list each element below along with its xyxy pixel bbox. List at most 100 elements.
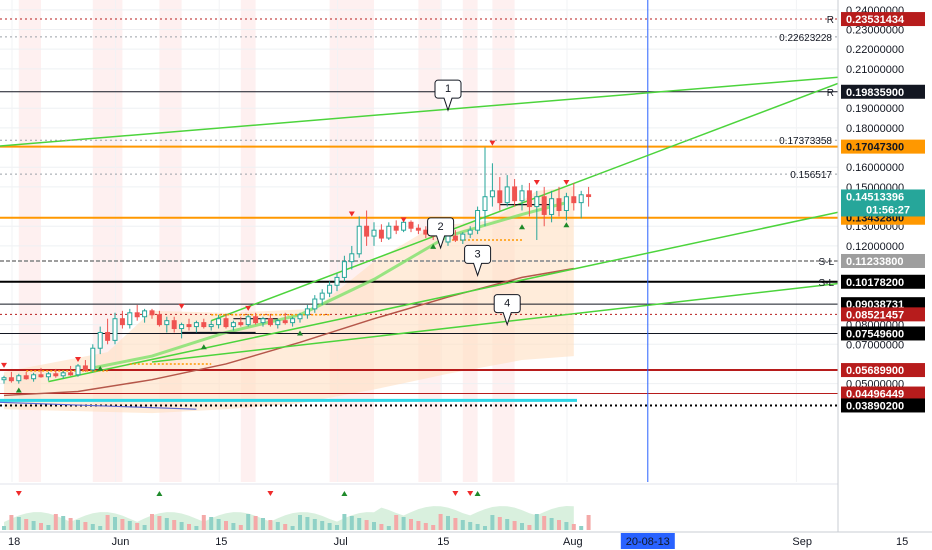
candle-body bbox=[75, 365, 81, 376]
candle-body bbox=[541, 196, 547, 215]
trend-line bbox=[48, 199, 893, 383]
volume-bar bbox=[564, 522, 569, 530]
x-tick-label: Jul bbox=[334, 536, 348, 548]
cursor-date-label: 20-08-13 bbox=[626, 536, 670, 548]
candle-body bbox=[526, 190, 532, 208]
volume-bar bbox=[53, 514, 58, 530]
price-tag bbox=[841, 189, 925, 204]
volume-bar bbox=[83, 522, 88, 530]
volume-buy-marker bbox=[156, 491, 163, 496]
candle-body bbox=[112, 318, 118, 341]
volume-bar bbox=[512, 521, 517, 530]
price-tag-label: 0.23531434 bbox=[846, 14, 905, 26]
volume-bar bbox=[431, 525, 436, 530]
volume-bar bbox=[335, 525, 339, 530]
candle-body bbox=[186, 324, 192, 328]
x-tick-label: 15 bbox=[896, 536, 908, 548]
candle-body bbox=[171, 320, 177, 330]
price-tag-label: 0.08521457 bbox=[846, 309, 904, 321]
callout-label-4: 4 bbox=[493, 294, 521, 327]
volume-bar bbox=[320, 521, 325, 530]
volume-bar bbox=[61, 516, 66, 530]
volume-sell-marker bbox=[452, 491, 459, 496]
price-tag-label: 0.10178200 bbox=[846, 277, 904, 289]
volume-bar bbox=[127, 521, 132, 530]
y-tick-label: 0.23000000 bbox=[846, 25, 904, 37]
price-tag bbox=[841, 398, 925, 413]
candle-body bbox=[238, 322, 244, 326]
volume-bar bbox=[468, 522, 473, 530]
volume-bar bbox=[527, 525, 532, 530]
volume-bar bbox=[438, 514, 443, 530]
candle-body bbox=[364, 225, 370, 237]
callout-label-2: 2 bbox=[427, 217, 455, 250]
candle-body bbox=[371, 229, 377, 237]
price-tag bbox=[841, 274, 925, 289]
candle-body bbox=[90, 347, 96, 371]
candle-body bbox=[475, 210, 481, 231]
volume-bar bbox=[135, 523, 140, 530]
candle-body bbox=[53, 373, 59, 377]
volume-bar bbox=[76, 520, 80, 530]
callout-text: 1 bbox=[445, 83, 451, 95]
level-annotation-text: 0.17373358 bbox=[779, 136, 832, 147]
volume-bar bbox=[483, 526, 487, 530]
candle-body bbox=[393, 225, 399, 231]
sell-signal-marker bbox=[400, 217, 407, 223]
volume-bar bbox=[542, 516, 547, 530]
candle-body bbox=[312, 298, 318, 310]
candle-body bbox=[467, 229, 473, 235]
volume-area bbox=[4, 506, 574, 530]
candle-body bbox=[97, 331, 103, 349]
sell-signal-marker bbox=[533, 179, 540, 185]
volume-sell-marker bbox=[15, 491, 22, 496]
candle-body bbox=[156, 314, 162, 326]
volume-bar bbox=[290, 526, 295, 530]
volume-buy-marker bbox=[341, 491, 348, 496]
candle-body bbox=[297, 314, 303, 320]
volume-bar bbox=[401, 517, 406, 530]
volume-bar bbox=[549, 518, 554, 530]
volume-bar bbox=[372, 522, 376, 530]
price-tag bbox=[841, 307, 925, 322]
price-tag-marker: R bbox=[827, 15, 834, 26]
candle-body bbox=[378, 229, 384, 239]
volume-bar bbox=[209, 517, 214, 530]
volume-bar bbox=[571, 524, 576, 530]
volume-bar bbox=[460, 520, 465, 530]
volume-bar bbox=[105, 515, 110, 530]
candle-body bbox=[556, 198, 562, 212]
volume-bar bbox=[312, 519, 317, 530]
volume-bar bbox=[298, 515, 302, 530]
volume-bar bbox=[453, 518, 458, 530]
candle-body bbox=[164, 320, 170, 326]
price-tag bbox=[841, 139, 925, 154]
callout-bubble bbox=[434, 79, 462, 112]
trend-line bbox=[0, 72, 893, 147]
candle-body bbox=[349, 253, 355, 263]
highlight-band bbox=[18, 0, 41, 482]
candle-body bbox=[260, 318, 266, 324]
trend-line-blue bbox=[0, 401, 197, 410]
candle-body bbox=[571, 196, 577, 204]
volume-bar bbox=[268, 520, 273, 530]
candle-body bbox=[489, 190, 495, 198]
y-tick-label: 0.12000000 bbox=[846, 241, 904, 253]
sell-signal-marker bbox=[489, 140, 496, 146]
volume-bar bbox=[534, 514, 539, 530]
candle-body bbox=[401, 221, 407, 231]
support-curve bbox=[92, 201, 567, 370]
volume-bar bbox=[246, 514, 251, 530]
candle-body bbox=[8, 377, 14, 382]
buy-signal-marker bbox=[15, 387, 22, 393]
volume-bar bbox=[113, 517, 117, 530]
candle-body bbox=[319, 292, 325, 300]
volume-bar bbox=[557, 520, 561, 530]
y-tick-label: 0.22000000 bbox=[846, 44, 904, 56]
x-tick-label: Jun bbox=[112, 536, 130, 548]
candle-body bbox=[216, 318, 222, 326]
volume-bar bbox=[120, 519, 125, 530]
sell-signal-marker bbox=[348, 211, 355, 217]
